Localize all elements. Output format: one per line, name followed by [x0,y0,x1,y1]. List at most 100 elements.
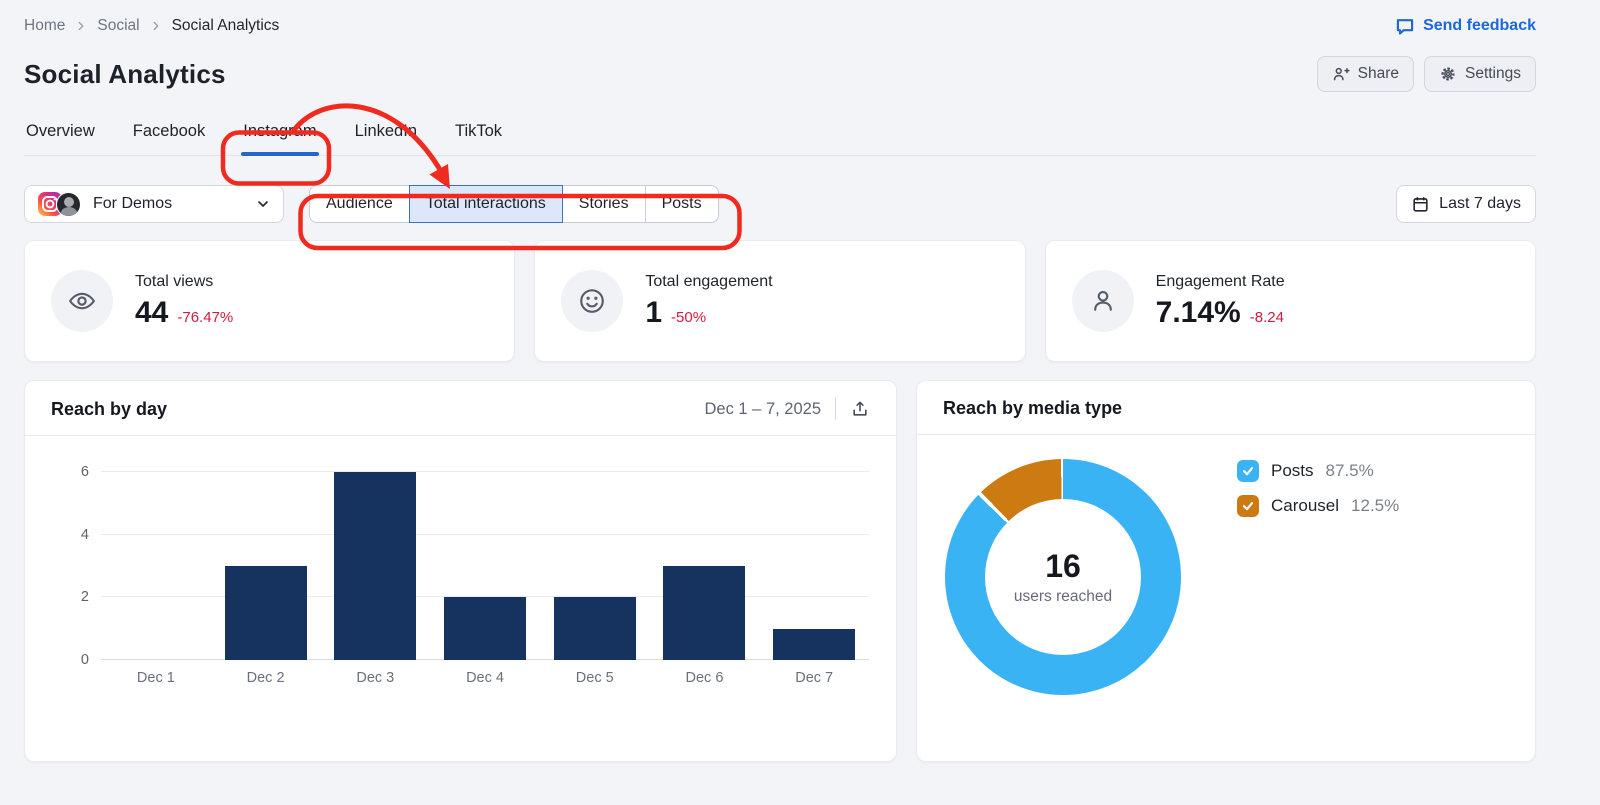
account-name: For Demos [93,195,173,212]
stat-delta: -50% [671,308,707,326]
metric-segmented-control: Audience Total interactions Stories Post… [309,185,719,223]
settings-label: Settings [1464,65,1521,82]
titlebar: Social Analytics Share Settings [24,56,1536,92]
y-axis-tick: 6 [80,464,89,480]
reach-by-media-card: Reach by media type 16 users reached Pos… [916,380,1536,762]
tab-label: LinkedIn [354,122,417,140]
feedback-bubble-icon [1395,16,1415,36]
legend-item-posts[interactable]: Posts 87.5% [1237,460,1399,482]
bar-chart-bars [101,472,869,660]
tab-tiktok[interactable]: TikTok [453,118,504,155]
person-icon [1071,270,1134,332]
person-plus-icon [1332,65,1350,83]
stat-card-total-views: Total views 44 -76.47% [24,240,516,362]
bar-dec-6 [663,566,746,660]
stat-value: 7.14% [1155,295,1241,329]
carousel-checkbox[interactable] [1237,495,1259,517]
profile-avatar [56,191,81,217]
tab-label: Overview [26,122,95,140]
legend-item-carousel[interactable]: Carousel 12.5% [1237,495,1399,517]
tab-label: Facebook [132,122,206,140]
tab-label: TikTok [455,122,503,140]
stat-value: 44 [135,295,169,329]
share-label: Share [1357,65,1399,82]
tab-overview[interactable]: Overview [24,118,97,155]
segment-posts[interactable]: Posts [645,185,719,223]
stat-cards-row: Total views 44 -76.47% Total engagement … [24,240,1536,362]
x-axis-tick: Dec 4 [466,670,504,686]
title-actions: Share Settings [1316,56,1536,92]
bar-dec-7 [773,628,856,660]
x-axis-tick: Dec 6 [685,670,724,686]
reach-by-media-title: Reach by media type [943,398,1123,418]
users-reached-value: 16 [1045,548,1081,584]
social-analytics-page: Home Social Social Analytics Send feedba… [24,16,1536,762]
breadcrumb-current: Social Analytics [171,17,280,34]
chevron-right-icon [149,19,163,33]
instagram-logo-icon [38,192,62,216]
settings-button[interactable]: Settings [1423,56,1536,92]
posts-checkbox[interactable] [1237,460,1259,482]
calendar-icon [1411,195,1430,214]
controls-row: For Demos Audience Total interactions St… [24,185,1536,223]
stat-card-engagement-rate: Engagement Rate 7.14% -8.24 [1044,240,1536,362]
send-feedback-link[interactable]: Send feedback [1395,16,1536,36]
gridline [101,596,869,598]
tab-facebook[interactable]: Facebook [131,118,207,155]
export-icon[interactable] [850,399,870,419]
account-selector-dropdown[interactable]: For Demos [24,185,284,223]
legend-label: Carousel [1271,496,1340,515]
segment-total-interactions[interactable]: Total interactions [408,185,563,223]
segment-stories[interactable]: Stories [562,185,646,223]
bar-dec-5 [553,597,636,660]
eye-icon [51,270,113,332]
stat-label: Total engagement [645,272,773,290]
tab-bar: Overview Facebook Instagram LinkedIn Tik… [24,118,1536,156]
tab-label: Instagram [243,122,317,140]
stat-delta: -76.47% [177,308,234,326]
x-axis-tick: Dec 7 [795,670,834,686]
users-reached-label: users reached [1013,588,1113,605]
chart-date-range: Dec 1 – 7, 2025 [704,399,822,418]
breadcrumb-home[interactable]: Home [24,17,66,34]
x-axis-tick: Dec 3 [356,670,395,686]
stat-card-total-engagement: Total engagement 1 -50% [534,240,1026,362]
bar-slot [540,472,650,660]
bar-dec-4 [444,597,527,660]
bar-slot [759,472,869,660]
bar-chart-plot: 0 2 4 6 [81,464,869,668]
y-axis-tick: 4 [80,526,89,543]
account-icons [37,191,81,217]
breadcrumb-social[interactable]: Social [97,17,140,34]
stat-label: Engagement Rate [1155,272,1285,290]
date-range-button[interactable]: Last 7 days [1396,185,1536,223]
bar-dec-2 [224,566,307,660]
legend-value: 12.5% [1351,496,1400,515]
segment-audience[interactable]: Audience [309,185,410,223]
chevron-down-icon [255,196,271,212]
bar-slot [430,472,540,660]
bar-slot [320,472,430,660]
x-axis-tick: Dec 2 [246,670,285,686]
gridline [101,533,869,535]
bar-dec-3 [334,472,417,660]
stat-value: 1 [645,295,663,329]
send-feedback-label: Send feedback [1423,17,1536,34]
donut-center: 16 users reached [985,499,1141,655]
bar-slot [650,472,760,660]
tab-linkedin[interactable]: LinkedIn [353,118,419,155]
x-axis-tick: Dec 1 [136,670,175,686]
legend-label: Posts [1271,461,1314,480]
donut-legend: Posts 87.5% Carousel 12.5% [1237,460,1399,517]
tab-instagram[interactable]: Instagram [241,118,319,156]
divider [835,398,836,420]
page-title: Social Analytics [24,58,226,89]
date-range-label: Last 7 days [1439,195,1521,212]
chevron-right-icon [74,19,88,33]
reach-by-day-title: Reach by day [51,398,168,419]
share-button[interactable]: Share [1316,56,1414,92]
smiley-icon [561,270,624,332]
legend-value: 87.5% [1325,461,1374,480]
